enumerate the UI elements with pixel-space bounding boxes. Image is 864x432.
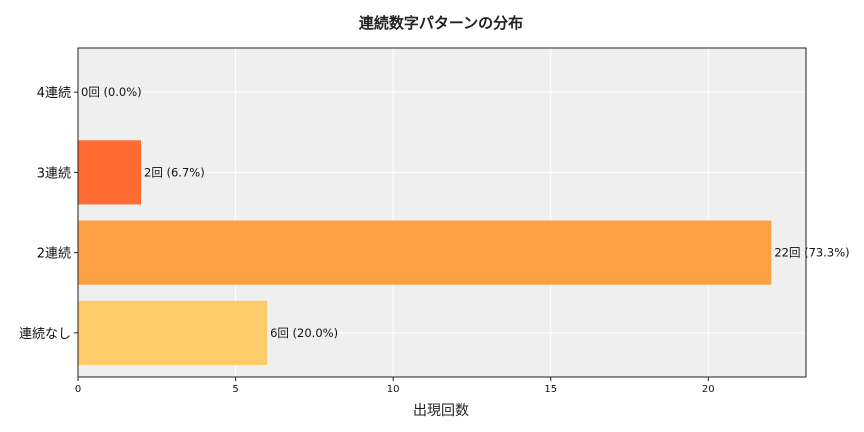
bar	[78, 140, 142, 205]
x-axis-label: 出現回数	[413, 403, 469, 419]
x-tick-label: 0	[75, 384, 81, 395]
y-tick-label: 4連続	[37, 86, 71, 101]
data-label: 22回 (73.3%)	[774, 246, 849, 260]
data-label: 0回 (0.0%)	[81, 85, 142, 99]
x-tick-label: 5	[232, 384, 238, 395]
plot-frame	[77, 47, 807, 378]
data-label: 2回 (6.7%)	[144, 165, 205, 179]
y-tick-label: 連続なし	[19, 327, 71, 342]
x-tick-label: 15	[544, 384, 557, 395]
x-axis-ticks: 0 5 10 15 20	[75, 377, 715, 395]
chart-title: 連続数字パターンの分布	[359, 14, 523, 32]
y-tick-label: 2連続	[37, 247, 71, 262]
x-tick-label: 20	[702, 384, 715, 395]
bar	[78, 300, 268, 365]
bars-group	[78, 140, 772, 365]
data-labels-group: 6回 (20.0%) 22回 (73.3%) 2回 (6.7%) 0回 (0.0%)	[81, 85, 850, 340]
x-tick-label: 10	[387, 384, 400, 395]
bar	[78, 220, 772, 285]
y-tick-label: 3連続	[37, 166, 71, 181]
y-axis-ticks: 連続なし 2連続 3連続 4連続	[19, 86, 78, 342]
data-label: 6回 (20.0%)	[270, 326, 338, 340]
